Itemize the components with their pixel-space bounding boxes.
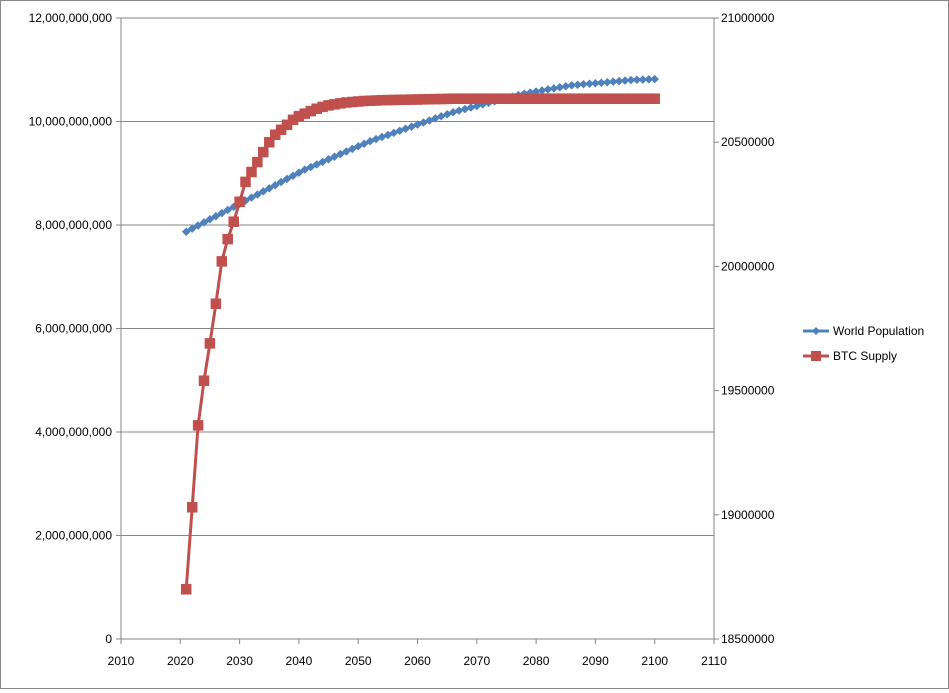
data-point (240, 176, 251, 188)
data-point (247, 193, 256, 202)
data-point (217, 208, 227, 218)
x-tick-label: 2090 (582, 654, 609, 668)
x-tick-label: 2020 (167, 654, 194, 668)
y2-tick-label: 20000000 (721, 259, 775, 273)
y2-axis-tick-labels: 18500000 19000000 19500000 20000000 20500000… (721, 11, 775, 646)
data-point (650, 74, 660, 84)
y2-tick-label: 18500000 (721, 632, 775, 646)
x-tick-label: 2060 (404, 654, 431, 668)
data-point (318, 157, 327, 167)
data-point (649, 93, 660, 104)
x-tick-label: 2040 (286, 654, 313, 668)
data-point (644, 74, 654, 84)
axes (116, 17, 719, 644)
y-tick-label: 8,000,000,000 (35, 218, 112, 232)
data-point (258, 187, 268, 196)
data-point (211, 211, 221, 221)
data-point (193, 221, 203, 230)
legend-item: BTC Supply (803, 349, 897, 363)
data-point (638, 75, 648, 84)
x-tick-label: 2030 (226, 654, 253, 668)
data-point (199, 218, 209, 227)
data-point (347, 144, 357, 154)
data-point (246, 166, 257, 178)
data-point (252, 156, 263, 168)
data-point (460, 104, 470, 114)
x-tick-label: 2050 (345, 654, 372, 668)
x-tick-label: 2110 (701, 654, 727, 668)
data-point (336, 149, 345, 159)
data-point (234, 196, 245, 208)
data-point (180, 584, 192, 595)
data-point (192, 420, 204, 431)
data-point (632, 75, 642, 85)
data-point (216, 256, 228, 267)
y-tick-label: 6,000,000,000 (35, 322, 112, 336)
data-point (282, 174, 292, 184)
data-point (276, 177, 286, 187)
data-point (258, 146, 269, 158)
y-tick-label: 0 (105, 632, 112, 646)
data-point (186, 502, 198, 513)
x-tick-label: 2070 (463, 654, 490, 668)
y-tick-label: 2,000,000,000 (35, 529, 112, 543)
data-point (228, 216, 239, 227)
y2-tick-label: 21000000 (721, 11, 775, 25)
data-point (312, 160, 322, 169)
data-point (353, 141, 363, 151)
data-point (300, 165, 310, 174)
x-tick-label: 2080 (523, 654, 550, 668)
data-point (264, 136, 275, 148)
data-point (198, 375, 210, 386)
x-tick-label: 2100 (641, 654, 668, 668)
legend-swatch-marker (811, 351, 821, 361)
data-point (306, 162, 316, 172)
y-tick-label: 12,000,000,000 (29, 11, 113, 25)
y-tick-label: 4,000,000,000 (35, 425, 112, 439)
y-tick-label: 10,000,000,000 (29, 115, 113, 129)
y-axis-tick-labels: 0 2,000,000,000 4,000,000,000 6,000,000,000… (29, 11, 113, 646)
data-point (205, 214, 215, 224)
data-point (253, 190, 262, 199)
data-point (324, 154, 333, 164)
data-point (210, 298, 222, 309)
legend-label: BTC Supply (833, 349, 897, 363)
legend: World Population BTC Supply (803, 324, 924, 363)
data-point (223, 205, 233, 215)
data-point (330, 152, 339, 162)
x-axis-tick-labels: 2010 2020 2030 2040 2050 2060 2070 2080 2090 2100… (108, 654, 728, 668)
data-point (187, 224, 197, 233)
data-point (288, 171, 298, 181)
data-point (204, 338, 216, 349)
data-point (466, 103, 476, 112)
data-point (294, 168, 304, 178)
data-point (359, 139, 369, 149)
series-1 (180, 93, 660, 595)
x-tick-label: 2010 (108, 654, 135, 668)
legend-swatch-marker (812, 327, 820, 335)
legend-item: World Population (803, 324, 924, 338)
legend-label: World Population (833, 324, 924, 338)
y2-tick-label: 19000000 (721, 508, 775, 522)
data-point (181, 227, 191, 237)
data-point (264, 183, 274, 193)
data-point (341, 147, 351, 156)
data-point (270, 180, 280, 190)
y2-tick-label: 20500000 (721, 135, 775, 149)
data-point (222, 233, 233, 245)
y2-tick-label: 19500000 (721, 384, 775, 398)
series-layer (180, 74, 660, 595)
